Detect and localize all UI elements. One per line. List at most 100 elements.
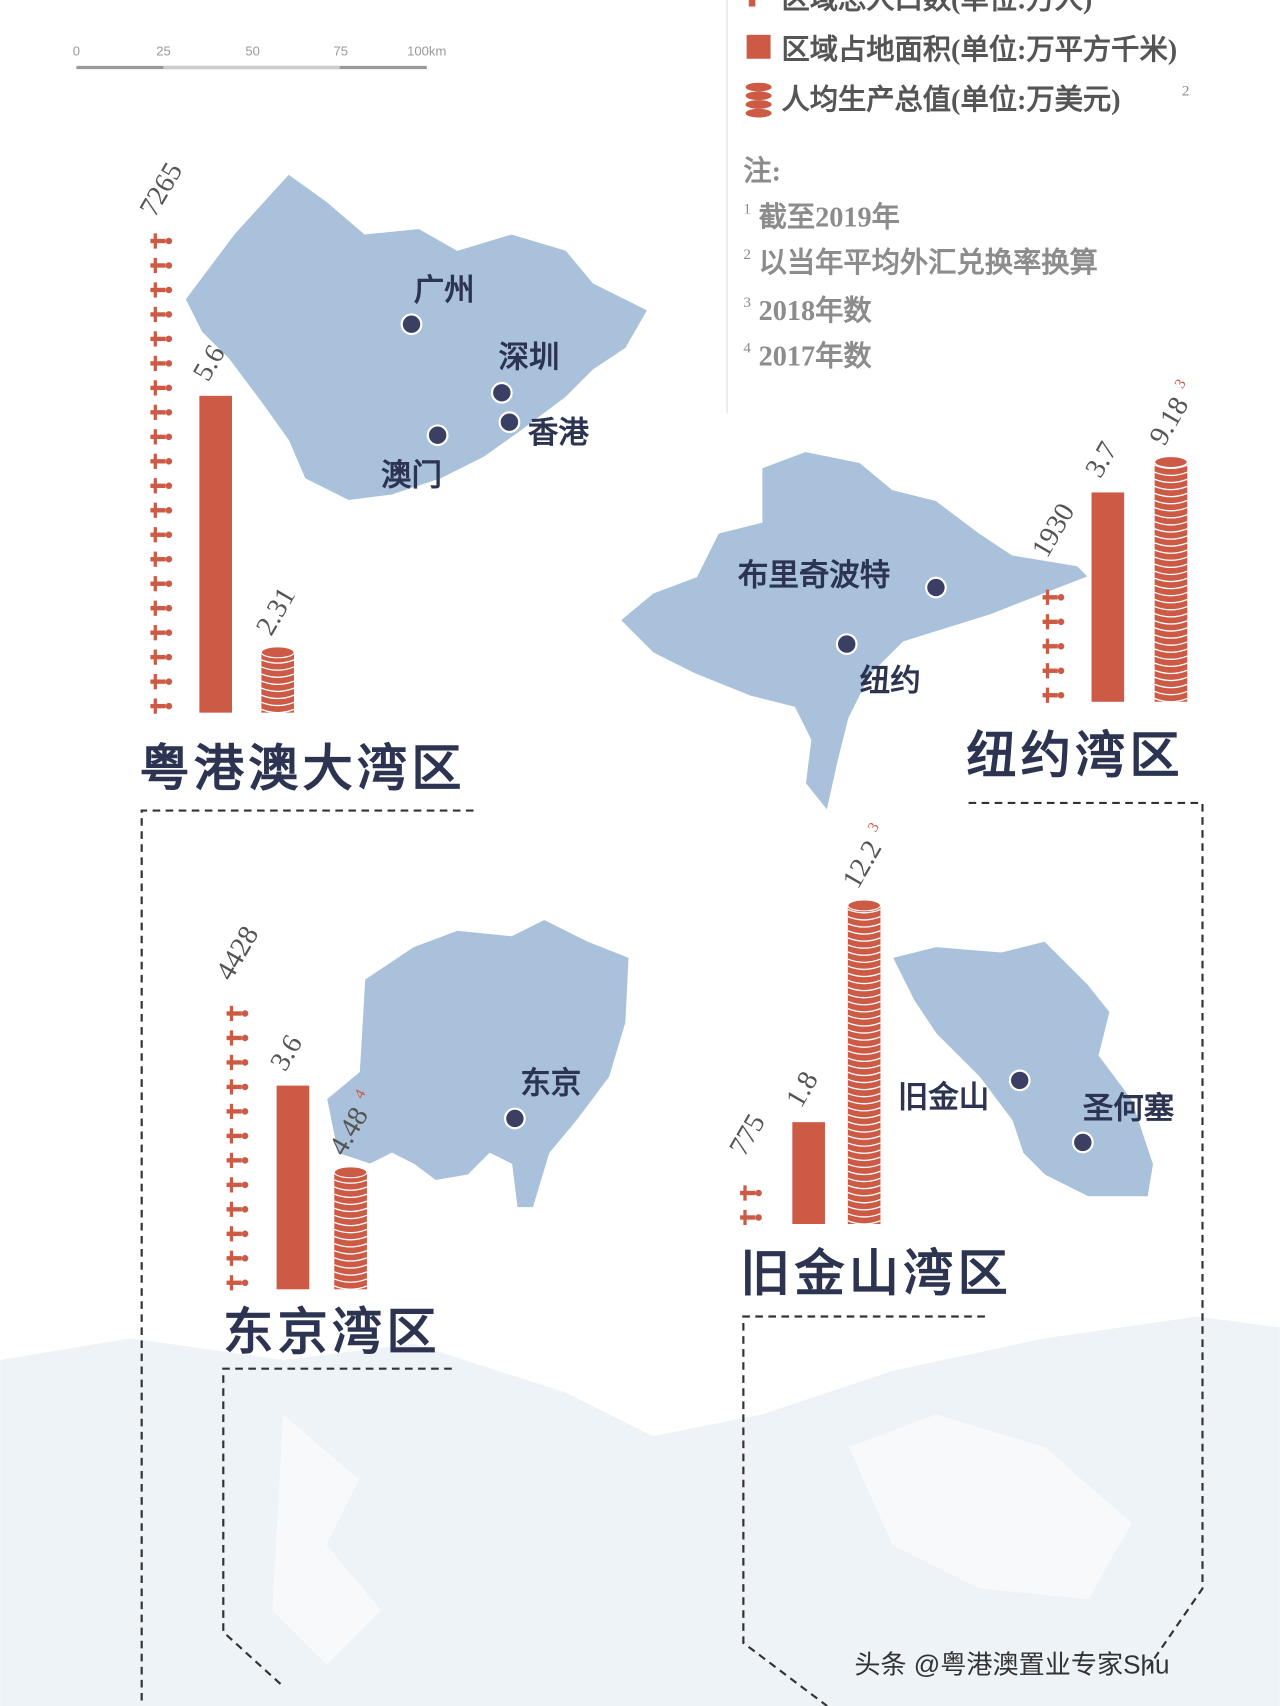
person-icon xyxy=(150,336,166,342)
coin-edge xyxy=(334,1250,368,1255)
person-head xyxy=(241,1132,249,1140)
coin-edge xyxy=(334,1193,368,1199)
person-head xyxy=(241,1181,249,1189)
person-icon xyxy=(150,410,166,415)
coin-edge xyxy=(1154,662,1188,668)
gdp-label: 2.31 xyxy=(250,582,302,640)
legend-label: 区域总人口数(单位:万人) xyxy=(781,0,1092,16)
person-head xyxy=(1057,594,1065,601)
person-head xyxy=(165,286,173,294)
person-leg xyxy=(153,551,157,567)
note-mark: 1 xyxy=(743,200,751,217)
person-head xyxy=(165,360,173,367)
city-dot xyxy=(490,381,513,404)
coin-edge xyxy=(1154,514,1188,519)
note-text: 2018年数 xyxy=(759,294,873,327)
coin-edge xyxy=(847,1170,881,1176)
coin-edge xyxy=(847,1114,881,1119)
value-note: 3 xyxy=(864,819,883,834)
coin-edge xyxy=(1154,605,1188,611)
coin-edge xyxy=(847,1191,881,1197)
person-head xyxy=(165,237,173,245)
person-head xyxy=(1057,643,1065,650)
coin-edge xyxy=(847,965,881,971)
person-icon xyxy=(150,630,166,635)
legend-note: 2 xyxy=(1182,83,1190,100)
population-stack xyxy=(226,1005,249,1291)
person-leg xyxy=(229,1226,234,1242)
area-bar xyxy=(1091,492,1125,702)
coin-edge xyxy=(847,1029,881,1034)
coin-edge xyxy=(847,972,881,978)
region-name: 纽约湾区 xyxy=(966,727,1184,783)
gba-map xyxy=(184,173,649,502)
person-icon xyxy=(226,1109,242,1114)
coin-edge xyxy=(847,986,881,992)
coin-edge xyxy=(847,1043,881,1048)
person-head xyxy=(165,531,173,539)
coin-edge xyxy=(847,1099,881,1105)
dashed-frame xyxy=(140,801,1204,1706)
coin-edge xyxy=(334,1235,368,1241)
person-head xyxy=(165,507,173,514)
note-text: 2017年数 xyxy=(759,340,873,373)
coin-edge xyxy=(847,1036,881,1041)
gdp-stack xyxy=(260,646,295,714)
person-icon xyxy=(150,703,166,709)
coin-edge xyxy=(1154,655,1188,660)
city-dot xyxy=(835,633,858,655)
population-stack xyxy=(150,233,173,714)
person-head xyxy=(241,1230,249,1238)
ny-map xyxy=(619,450,1090,812)
city-label: 纽约 xyxy=(860,663,921,698)
population-label: 775 xyxy=(724,1109,772,1161)
person-head xyxy=(241,1157,249,1164)
person-leg xyxy=(153,257,157,274)
notes-title: 注: xyxy=(743,155,781,188)
coin-edge xyxy=(847,1128,881,1133)
coin-edge xyxy=(847,937,881,942)
person-icon xyxy=(226,1011,242,1016)
person-icon xyxy=(1042,693,1058,698)
coin-edge xyxy=(1154,499,1188,505)
person-head xyxy=(165,335,173,343)
coin-edge xyxy=(847,1057,881,1063)
person-icon xyxy=(150,581,166,586)
gdp-label: 9.18 xyxy=(1144,392,1196,450)
coin-edge xyxy=(1154,577,1188,583)
person-leg xyxy=(1045,638,1050,654)
person-head xyxy=(165,555,173,563)
note-text: 以当年平均外汇兑换率换算 xyxy=(759,246,1098,279)
person-head xyxy=(165,702,173,710)
gdp-stack xyxy=(1154,456,1188,703)
person-head xyxy=(241,1255,249,1262)
person-leg xyxy=(1045,589,1050,605)
person-leg xyxy=(153,649,157,665)
region-name: 粤港澳大湾区 xyxy=(140,741,466,797)
coin-edge xyxy=(334,1221,368,1227)
tokyo-map xyxy=(326,918,630,1209)
value-note: 3 xyxy=(1171,376,1190,391)
person-icon xyxy=(226,1207,242,1212)
coin-edge xyxy=(334,1242,368,1248)
legend-label: 人均生产总值(单位:万美元) xyxy=(781,83,1120,116)
person-leg xyxy=(229,1030,234,1046)
coin-edge xyxy=(261,659,295,664)
person-leg xyxy=(153,625,157,641)
person-head xyxy=(755,1189,762,1197)
person-leg xyxy=(229,1128,234,1144)
scale-label: 50 xyxy=(245,43,260,58)
person-icon xyxy=(150,312,166,317)
coin-edge xyxy=(847,958,881,963)
note-text: 截至2019年 xyxy=(759,200,900,233)
region-name: 东京湾区 xyxy=(223,1304,441,1360)
person-icon xyxy=(226,1158,242,1163)
world-map-background xyxy=(0,1316,1280,1706)
person-leg xyxy=(229,1275,234,1291)
person-leg xyxy=(229,1005,234,1022)
person-icon xyxy=(226,1231,242,1236)
coin-edge xyxy=(847,1064,881,1070)
region-name: 旧金山湾区 xyxy=(740,1245,1012,1301)
coin-edge xyxy=(1154,584,1188,590)
coin-edge xyxy=(334,1186,368,1191)
